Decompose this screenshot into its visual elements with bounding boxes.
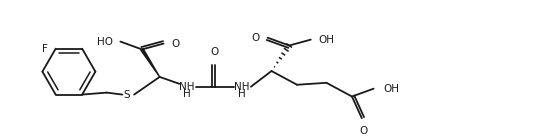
Text: H: H bbox=[183, 89, 191, 99]
Text: O: O bbox=[251, 33, 260, 43]
Text: NH: NH bbox=[234, 82, 250, 92]
Text: S: S bbox=[123, 90, 130, 100]
Text: OH: OH bbox=[383, 84, 399, 94]
Text: OH: OH bbox=[319, 35, 335, 45]
Text: O: O bbox=[172, 39, 180, 49]
Text: NH: NH bbox=[179, 82, 195, 92]
Text: O: O bbox=[360, 126, 368, 136]
Text: H: H bbox=[238, 89, 246, 99]
Text: F: F bbox=[42, 44, 48, 54]
Text: O: O bbox=[210, 47, 219, 57]
Text: HO: HO bbox=[96, 37, 113, 47]
Polygon shape bbox=[141, 49, 160, 77]
